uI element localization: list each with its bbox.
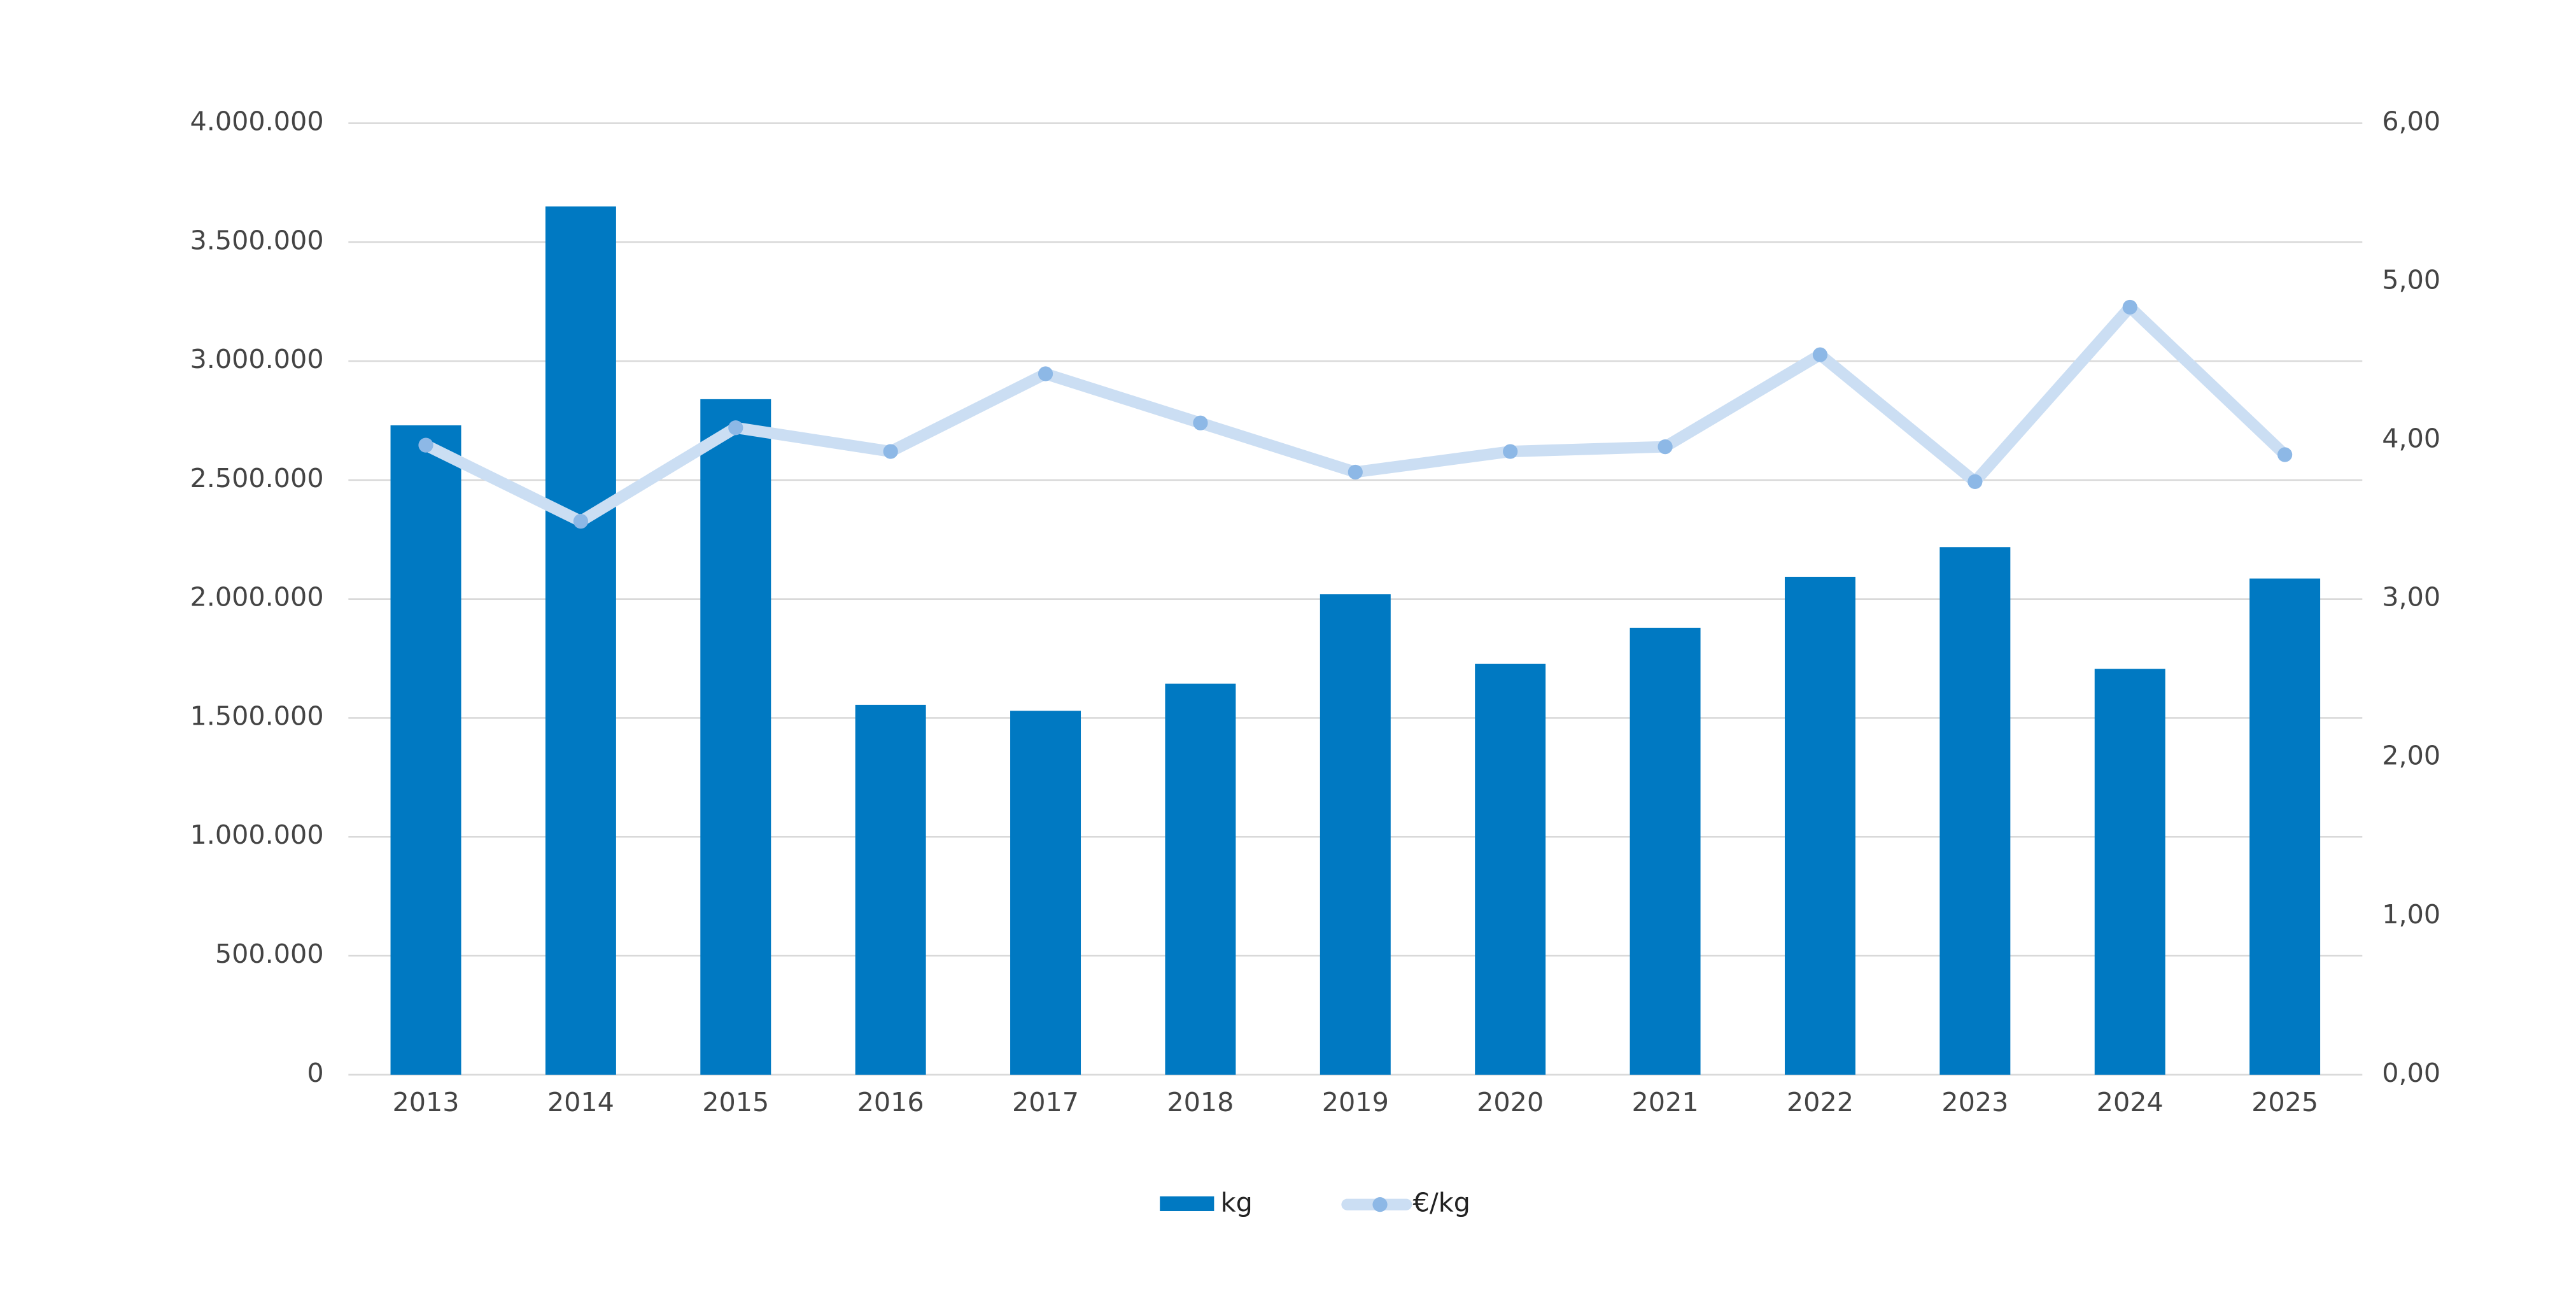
bar: [1629, 627, 1701, 1075]
line-marker: [2277, 447, 2293, 462]
x-tick-label: 2014: [547, 1087, 614, 1118]
y-tick-label: 3.000.000: [190, 344, 324, 374]
line-marker: [1503, 444, 1518, 459]
y-tick-label: 1.000.000: [190, 820, 324, 850]
x-tick-label: 2016: [857, 1087, 924, 1118]
y-tick-label: 1.500.000: [190, 700, 324, 731]
x-tick-label: 2024: [2097, 1087, 2164, 1118]
x-tick-label: 2019: [1322, 1087, 1389, 1118]
bar: [1320, 594, 1391, 1075]
y-tick-label: 500.000: [215, 939, 324, 969]
y-tick-label: 0: [307, 1058, 323, 1088]
y2-tick-label: 5,00: [2382, 265, 2440, 295]
y2-tick-label: 2,00: [2382, 741, 2440, 771]
bar: [1010, 711, 1081, 1075]
x-tick-label: 2020: [1477, 1087, 1544, 1118]
y-tick-label: 2.000.000: [190, 582, 324, 613]
y2-tick-label: 1,00: [2382, 899, 2440, 930]
y-tick-label: 3.500.000: [190, 225, 324, 255]
line-marker: [1038, 366, 1053, 381]
y-tick-label: 2.500.000: [190, 463, 324, 493]
line-marker: [1658, 439, 1673, 455]
bar: [1475, 664, 1546, 1075]
x-tick-label: 2018: [1167, 1087, 1234, 1118]
line-marker: [1967, 474, 1983, 489]
y2-tick-label: 0,00: [2382, 1058, 2440, 1088]
line-marker: [418, 437, 433, 453]
line-marker: [728, 420, 743, 436]
x-tick-label: 2015: [702, 1087, 769, 1118]
bar: [1784, 576, 1855, 1075]
bar: [2094, 669, 2165, 1075]
line-marker: [1193, 415, 1208, 430]
bar: [1165, 683, 1236, 1075]
bar: [390, 425, 461, 1075]
x-tick-label: 2022: [1787, 1087, 1854, 1118]
bar: [1939, 547, 2011, 1075]
legend-label: kg: [1221, 1188, 1253, 1218]
x-tick-label: 2021: [1632, 1087, 1699, 1118]
y2-tick-label: 4,00: [2382, 423, 2440, 454]
line-marker: [2122, 299, 2137, 315]
x-tick-label: 2017: [1012, 1087, 1079, 1118]
bar: [545, 206, 616, 1075]
bar: [700, 399, 771, 1075]
legend-label: €/kg: [1413, 1188, 1470, 1218]
y2-tick-label: 3,00: [2382, 582, 2440, 613]
line-marker: [1812, 347, 1828, 362]
line-marker: [573, 514, 589, 529]
y-tick-label: 4.000.000: [190, 106, 324, 137]
legend-swatch: [1160, 1196, 1214, 1211]
bar: [855, 704, 926, 1075]
x-tick-label: 2013: [392, 1087, 459, 1118]
line-marker: [883, 444, 898, 459]
y2-tick-label: 6,00: [2382, 106, 2440, 137]
legend-swatch-marker: [1372, 1197, 1388, 1212]
bar: [2249, 578, 2321, 1075]
line-marker: [1348, 464, 1363, 480]
x-tick-label: 2025: [2251, 1087, 2318, 1118]
x-tick-label: 2023: [1941, 1087, 2008, 1118]
